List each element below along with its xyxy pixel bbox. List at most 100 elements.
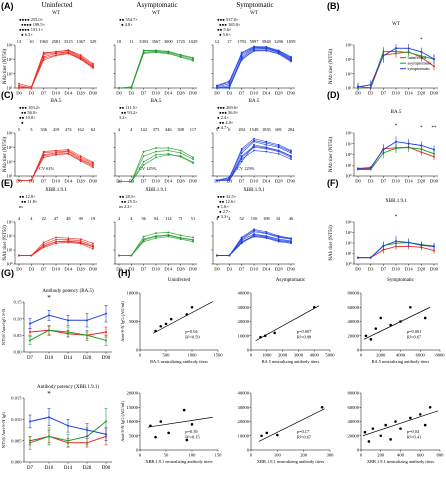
subject-point: [118, 87, 120, 89]
significance-annotation: 3.2×: [119, 115, 127, 120]
subject-point: [92, 162, 94, 165]
gmt-value: 56: [141, 216, 146, 221]
subject-point: [155, 147, 157, 149]
scatter-point: [190, 423, 194, 426]
subject-point: [42, 241, 45, 244]
mean-point-symptomatic: [407, 241, 410, 244]
subject-point: [240, 51, 243, 54]
subject-point: [253, 140, 255, 143]
y-tick-label: 60000: [348, 405, 360, 410]
mean-point-symptomatic: [420, 144, 423, 147]
subject-point: [265, 150, 268, 153]
x-tick-label: D7: [141, 91, 147, 96]
x-tick-label: 800: [437, 453, 445, 458]
y-axis-title: NAb titer (NT50): [3, 225, 8, 261]
subject-point: [265, 232, 268, 235]
subject-point: [92, 247, 94, 250]
subject-point: [290, 60, 292, 63]
gmt-value: 3567: [152, 39, 162, 44]
subject-point: [290, 242, 292, 245]
mean-point-asymptomatic: [395, 147, 397, 150]
x-tick-label: D0: [214, 267, 220, 272]
subject-point: [253, 137, 255, 140]
x-tick-label: D90: [189, 267, 198, 272]
y-tick-label: 15000: [127, 405, 139, 410]
gmt-value: 4: [228, 216, 231, 221]
subject-point: [277, 149, 280, 152]
subject-point: [253, 233, 255, 235]
scatter-point: [312, 305, 316, 309]
scatter-point: [159, 324, 163, 328]
subject-point: [216, 85, 218, 87]
potency-point-asymptomatic: [29, 339, 31, 342]
legend-entry-asymptomatic: asymptomatic: [408, 61, 433, 66]
x-tick-label: D10: [250, 179, 259, 184]
subject-point: [155, 235, 157, 237]
subject-point: [192, 240, 194, 243]
y-tick-label: 10¹: [346, 86, 353, 91]
scatter-point: [423, 316, 427, 320]
subject-point: [253, 235, 255, 238]
gmt-value: 142: [140, 127, 147, 132]
subject-point: [192, 156, 194, 159]
significance-mark: *: [420, 126, 423, 131]
chart-f: XBB.1.9.1 NAb titer (NT50) 10⁰ 10¹ 10² 10³ 10⁴…: [329, 199, 439, 272]
x-tick-label: D10: [392, 179, 401, 184]
gmt-value: 4: [216, 216, 219, 221]
subject-point: [142, 50, 145, 52]
subject-point: [155, 153, 157, 156]
facet-subtitle: XBB.1.9.1: [45, 188, 67, 193]
y-tick-label: 10³: [346, 141, 353, 146]
subject-point: [167, 231, 170, 234]
subject-point: [228, 81, 231, 84]
x-tick-label: D28: [77, 267, 86, 272]
y-tick-label: 10³: [7, 145, 14, 150]
subject-point: [192, 57, 194, 60]
y-tick-label: 10³: [346, 230, 353, 235]
regression-stat: p=0.001: [407, 329, 422, 334]
subject-point: [277, 146, 280, 149]
regression-stat: R²=0.67: [407, 335, 422, 340]
scatter-point: [273, 331, 277, 335]
x-tick-label: D10: [45, 356, 54, 361]
gmt-value: 3296: [274, 39, 284, 44]
significance-mark: *: [395, 215, 398, 220]
x-tick-label: D90: [430, 91, 439, 96]
subject-point: [18, 82, 20, 85]
y-tick-label: 0: [357, 348, 360, 353]
gmt-value: 150: [251, 216, 258, 221]
mean-point-symptomatic: [395, 240, 397, 243]
subject-point: [79, 54, 82, 56]
subject-point: [67, 49, 70, 51]
y-tick-label: 10²: [7, 159, 14, 164]
subject-point: [130, 180, 133, 183]
x-tick-label: D10: [250, 91, 259, 96]
significance-annotation: ●● 111.5×: [119, 105, 138, 110]
subject-point: [92, 242, 94, 245]
significance-annotation: ●● 11.8×: [21, 199, 38, 204]
mean-point-symptomatic: [407, 142, 410, 145]
subject-point: [192, 158, 194, 161]
x-tick-label: 0: [250, 453, 253, 458]
x-tick-label: D0: [214, 91, 220, 96]
mean-point-symptomatic: [382, 244, 385, 247]
x-tick-label: D14: [262, 179, 271, 184]
potency-point-asymptomatic: [67, 331, 69, 333]
y-tick-label: 0.05: [13, 333, 22, 338]
subject-line: [119, 52, 194, 89]
x-tick-label: D90: [89, 91, 98, 96]
scatter-point: [418, 413, 422, 416]
x-tick-label: D90: [89, 179, 98, 184]
gmt-value: 329: [90, 39, 97, 44]
subject-point: [118, 254, 120, 257]
y-tick-label: 0: [247, 348, 250, 353]
scatter-point: [423, 423, 427, 427]
x-tick-label: D3: [29, 91, 35, 96]
x-axis-title: XBB.1.9.1 neutralizing antibody titers: [257, 459, 325, 464]
subject-point: [253, 149, 255, 152]
subject-point: [67, 152, 70, 155]
significance-annotation: ns 2.2×: [119, 204, 132, 209]
mean-point-symptomatic: [369, 166, 372, 169]
x-tick-label: D14: [405, 179, 414, 184]
gmt-value: 2581: [52, 39, 61, 44]
